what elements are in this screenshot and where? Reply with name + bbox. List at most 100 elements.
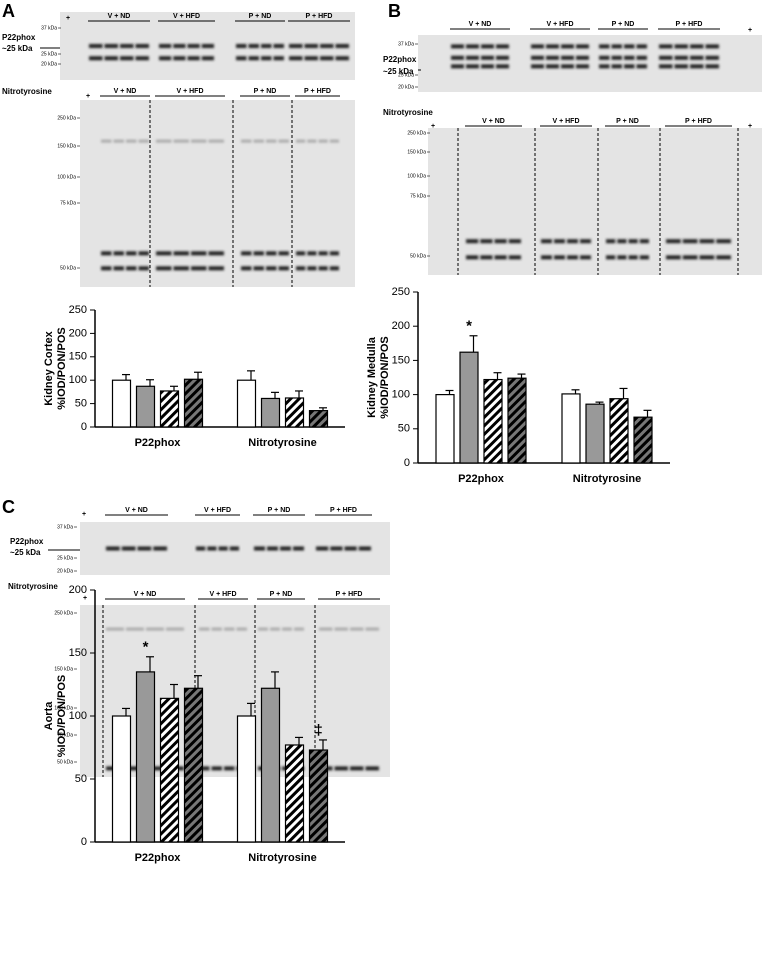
blot-band [261,56,272,61]
blot-band [318,139,328,143]
blot-band [561,44,574,49]
blot-band [531,44,544,49]
y-tick-label: 250 [69,304,87,316]
blot-band [101,139,112,143]
blot-band [554,239,565,244]
blot-band [135,44,149,48]
blot-band [135,56,149,61]
blot-band [156,266,172,271]
blot-band [224,766,235,771]
blot-band [659,44,673,49]
blot-band [187,56,200,61]
blot-band [278,139,289,143]
blot-band [546,64,559,69]
blot-band [320,44,334,48]
blot-band [320,56,334,61]
blot-band [330,546,343,551]
blot-label: Nitrotyrosine [8,582,58,591]
blot-band [611,44,622,49]
blot-band [126,766,144,771]
y-tick-label: 100 [392,389,410,401]
bar [507,377,527,464]
marker-label: 37 kDa [57,524,73,530]
size-label: ~25 kDa [10,548,41,557]
y-tick-label: 150 [69,351,87,363]
bar [111,715,132,843]
blot-band [307,251,317,256]
marker-label: 250 kDa [54,610,73,616]
blot-band [266,251,277,256]
bar [183,378,204,428]
blot-band [541,239,552,244]
y-tick-label: 150 [392,354,410,366]
blot-band [531,55,544,60]
group-label: P + ND [270,591,293,598]
group-label: V + ND [114,88,137,95]
bar [236,715,257,843]
blot-band [270,627,280,631]
bar [111,379,132,428]
y-axis-label: %IOD/PON/POS [379,336,391,419]
blot-band [120,56,134,61]
bar [236,379,257,428]
marker-label: 37 kDa [41,25,57,31]
blot-band [224,627,235,631]
blot-band [451,44,464,49]
blot-band [278,266,289,271]
blot-band [705,55,719,60]
blot-band [191,266,207,271]
blot-band [466,239,479,244]
blot-label: P22phox [2,33,36,42]
group-label: V + ND [125,507,148,514]
group-label: P + ND [268,507,291,514]
blot-band [248,56,259,61]
group-label: P + HFD [685,118,712,125]
blot-band [639,239,649,244]
group-label: V + ND [108,13,131,20]
blot-band [624,64,635,69]
blot-band [173,266,189,271]
blot-band [365,627,379,631]
y-axis-label: %IOD/PON/POS [56,675,68,758]
bar [308,410,329,428]
blot-band [496,64,509,69]
blot-band [261,44,272,48]
blot-band [254,546,265,551]
group-label: P + ND [249,13,272,20]
marker-label: 75 kDa [410,193,426,199]
blot-band [606,255,616,260]
blot-band [253,139,264,143]
blot-band [138,266,149,271]
blot-band [208,251,224,256]
blot-band [639,255,649,260]
blot-band [576,44,589,49]
blot-band [716,255,731,260]
group-label: P + HFD [304,88,331,95]
blot-band [126,139,137,143]
blot [80,100,355,287]
blot-band [561,64,574,69]
marker-label: 25 kDa [398,72,414,78]
marker-label: 100 kDa [57,174,76,180]
blot-band [126,627,144,631]
blot-band [611,64,622,69]
blot-band [173,251,189,256]
blot-band [266,266,277,271]
positive-lane: + [431,123,435,130]
marker-label: 75 kDa [57,732,73,738]
group-label: V + HFD [546,21,573,28]
marker-label: 150 kDa [57,143,76,149]
blot [418,35,762,92]
y-tick-label: 200 [69,327,87,339]
group-label: V + HFD [552,118,579,125]
y-tick-label: 50 [75,773,87,785]
positive-lane: + [748,123,752,130]
x-tick-label: P22phox [135,437,182,449]
blot-band [113,251,124,256]
blot-band [666,239,681,244]
bar [284,397,305,428]
marker-label: 25 kDa [57,555,73,561]
blot-band [106,627,124,631]
blot-band [258,627,268,631]
